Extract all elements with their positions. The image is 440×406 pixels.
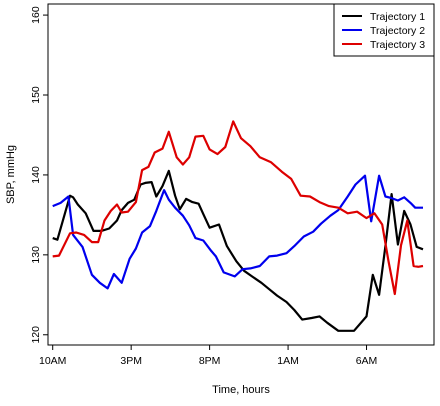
x-axis: 10AM 3PM 8PM 1AM 6AM (39, 345, 377, 367)
y-tick-label: 130 (30, 246, 42, 264)
y-axis-label: SBP, mmHg (5, 145, 17, 204)
y-tick-label: 120 (30, 326, 42, 344)
x-tick-label: 1AM (277, 355, 299, 367)
x-tick-label: 8PM (199, 355, 221, 367)
y-tick-label: 150 (30, 86, 42, 104)
series-line-trajectory-2 (52, 174, 423, 290)
y-axis: 120 130 140 150 160 (30, 6, 48, 344)
series-line-trajectory-3 (52, 120, 424, 296)
y-tick-label: 160 (30, 6, 42, 24)
legend-entry: Trajectory 1 (370, 11, 425, 23)
legend-entry: Trajectory 2 (370, 25, 425, 37)
legend: Trajectory 1 Trajectory 2 Trajectory 3 (333, 3, 435, 57)
series-line-trajectory-1 (52, 169, 424, 332)
y-tick-label: 140 (30, 166, 42, 184)
x-tick-label: 10AM (39, 355, 66, 367)
x-tick-label: 3PM (120, 355, 142, 367)
legend-entry: Trajectory 3 (370, 39, 425, 51)
series-layer (52, 120, 424, 332)
x-tick-label: 6AM (356, 355, 378, 367)
x-axis-label: Time, hours (212, 384, 270, 396)
